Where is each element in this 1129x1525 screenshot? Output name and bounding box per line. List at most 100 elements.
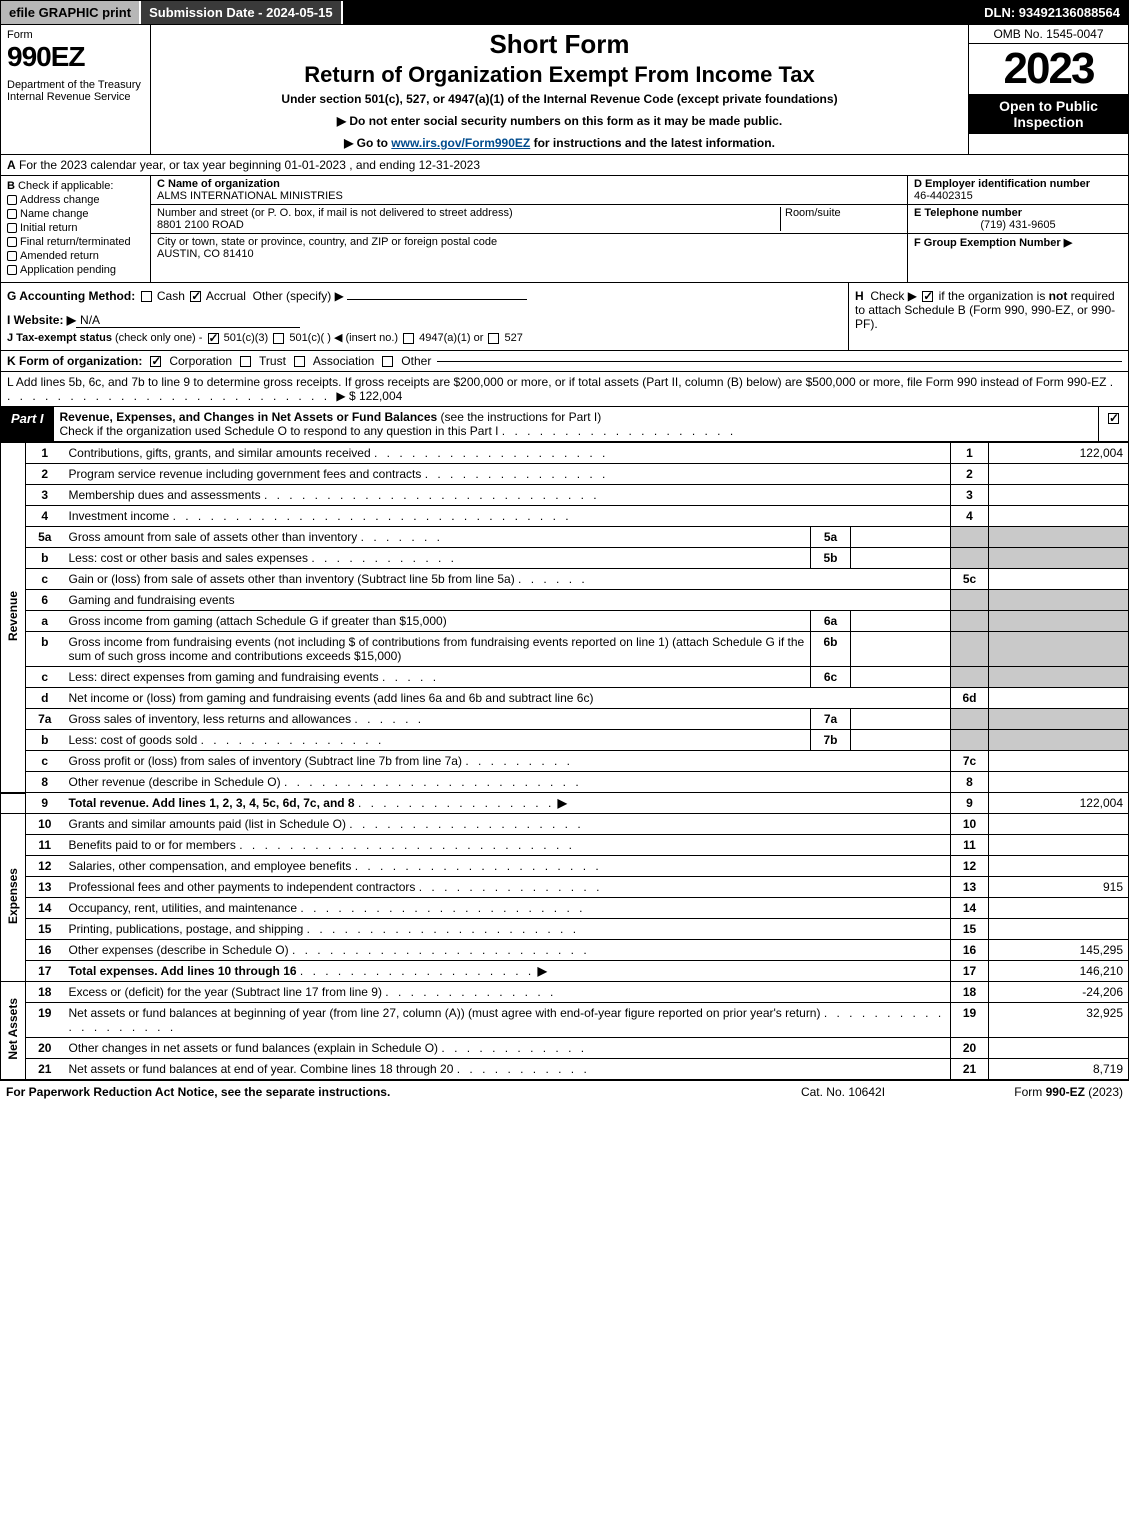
chk-name-change[interactable]: Name change — [7, 208, 144, 220]
sub-num: 6c — [811, 667, 851, 688]
line-desc: Total expenses. Add lines 10 through 16 — [69, 964, 297, 978]
sub-num: 6b — [811, 632, 851, 667]
grey-cell — [951, 730, 989, 751]
section-revenue: Revenue — [1, 443, 26, 793]
chk-other[interactable] — [382, 356, 393, 367]
line-desc: Investment income — [69, 509, 170, 523]
grey-cell — [951, 611, 989, 632]
checkbox-icon — [7, 195, 17, 205]
k-assoc: Association — [313, 354, 374, 368]
line-num: 11 — [951, 835, 989, 856]
grey-cell — [989, 590, 1129, 611]
line-desc: Less: direct expenses from gaming and fu… — [69, 670, 379, 684]
line-desc: Contributions, gifts, grants, and simila… — [69, 446, 371, 460]
line-val — [989, 464, 1129, 485]
row-a-text: For the 2023 calendar year, or tax year … — [19, 158, 480, 172]
chk-initial-return[interactable]: Initial return — [7, 222, 144, 234]
i-label: I Website: ▶ — [7, 313, 76, 327]
line-16: 16Other expenses (describe in Schedule O… — [1, 940, 1129, 961]
omb-number: OMB No. 1545-0047 — [969, 25, 1128, 44]
line-desc: Total revenue. Add lines 1, 2, 3, 4, 5c,… — [69, 796, 355, 810]
row-a: A For the 2023 calendar year, or tax yea… — [0, 155, 1129, 176]
chk-label: Name change — [20, 208, 89, 220]
line-12: 12Salaries, other compensation, and empl… — [1, 856, 1129, 877]
line-val — [989, 835, 1129, 856]
website-value: N/A — [76, 313, 300, 328]
line-6d: dNet income or (loss) from gaming and fu… — [1, 688, 1129, 709]
line-num: 2 — [951, 464, 989, 485]
chk-trust[interactable] — [240, 356, 251, 367]
line-desc: Professional fees and other payments to … — [69, 880, 416, 894]
line-num: 14 — [951, 898, 989, 919]
chk-association[interactable] — [294, 356, 305, 367]
irs-link[interactable]: www.irs.gov/Form990EZ — [391, 136, 530, 150]
line-desc: Other changes in net assets or fund bala… — [69, 1041, 439, 1055]
chk-501c3[interactable] — [208, 333, 219, 344]
chk-4947[interactable] — [403, 333, 414, 344]
room-suite: Room/suite — [781, 207, 901, 231]
line-desc: Occupancy, rent, utilities, and maintena… — [69, 901, 298, 915]
header-center: Short Form Return of Organization Exempt… — [151, 25, 968, 154]
chk-accrual[interactable] — [190, 291, 201, 302]
line-num: 21 — [951, 1059, 989, 1080]
part-i-checkbox[interactable] — [1098, 407, 1128, 441]
dots: . . . . . . . . . . . . . . . . . . . — [502, 424, 736, 438]
chk-schedule-b[interactable] — [922, 291, 933, 302]
chk-application-pending[interactable]: Application pending — [7, 264, 144, 276]
submission-date: Submission Date - 2024-05-15 — [141, 1, 343, 24]
line-num: 20 — [951, 1038, 989, 1059]
h-not: not — [1049, 289, 1068, 303]
chk-501c[interactable] — [273, 333, 284, 344]
form-number: 990EZ — [7, 41, 144, 73]
line-val — [989, 485, 1129, 506]
checkbox-icon — [7, 265, 17, 275]
line-17: 17Total expenses. Add lines 10 through 1… — [1, 961, 1129, 982]
chk-address-change[interactable]: Address change — [7, 194, 144, 206]
row-g: G Accounting Method: Cash Accrual Other … — [7, 289, 842, 303]
line-desc: Less: cost of goods sold — [69, 733, 198, 747]
chk-final-return[interactable]: Final return/terminated — [7, 236, 144, 248]
department: Department of the Treasury Internal Reve… — [7, 79, 144, 103]
line-6: 6Gaming and fundraising events — [1, 590, 1129, 611]
section-expenses: Expenses — [1, 814, 26, 982]
footer-center: Cat. No. 10642I — [743, 1085, 943, 1099]
g-accrual: Accrual — [206, 289, 246, 303]
org-addr-block: Number and street (or P. O. box, if mail… — [151, 205, 907, 234]
row-k: K Form of organization: Corporation Trus… — [0, 351, 1129, 372]
checkbox-icon — [7, 237, 17, 247]
line-num: 18 — [951, 982, 989, 1003]
line-num: 8 — [951, 772, 989, 793]
footer-right-form: 990-EZ — [1046, 1085, 1085, 1099]
line-7c: cGross profit or (loss) from sales of in… — [1, 751, 1129, 772]
line-1: Revenue 1 Contributions, gifts, grants, … — [1, 443, 1129, 464]
org-name-block: C Name of organization ALMS INTERNATIONA… — [151, 176, 907, 205]
part-i-title-note: (see the instructions for Part I) — [441, 410, 602, 424]
chk-amended-return[interactable]: Amended return — [7, 250, 144, 262]
part-i-title: Revenue, Expenses, and Changes in Net As… — [60, 410, 438, 424]
line-4: 4Investment income . . . . . . . . . . .… — [1, 506, 1129, 527]
g-other: Other (specify) ▶ — [253, 289, 344, 303]
line-desc: Gross profit or (loss) from sales of inv… — [69, 754, 462, 768]
line-20: 20 Other changes in net assets or fund ba… — [1, 1038, 1129, 1059]
j-note: (check only one) - — [115, 332, 202, 344]
line-desc: Net assets or fund balances at end of ye… — [69, 1062, 454, 1076]
line-5a: 5aGross amount from sale of assets other… — [1, 527, 1129, 548]
chk-cash[interactable] — [141, 291, 152, 302]
ein-value: 46-4402315 — [914, 190, 973, 202]
part-i-check-note: Check if the organization used Schedule … — [60, 424, 499, 438]
line-desc: Gross amount from sale of assets other t… — [69, 530, 358, 544]
line-num: 7c — [951, 751, 989, 772]
chk-527[interactable] — [488, 333, 499, 344]
part-i-header: Part I Revenue, Expenses, and Changes in… — [0, 407, 1129, 442]
efile-print-label[interactable]: efile GRAPHIC print — [1, 1, 141, 24]
footer-right: Form 990-EZ (2023) — [943, 1085, 1123, 1099]
k-trust: Trust — [259, 354, 286, 368]
line-num: 13 — [951, 877, 989, 898]
group-exemption: F Group Exemption Number ▶ — [908, 234, 1128, 251]
grey-cell — [951, 548, 989, 569]
col-c: C Name of organization ALMS INTERNATIONA… — [151, 176, 908, 282]
grey-cell — [989, 709, 1129, 730]
chk-corporation[interactable] — [150, 356, 161, 367]
chk-label: Address change — [20, 194, 100, 206]
line-val — [989, 569, 1129, 590]
